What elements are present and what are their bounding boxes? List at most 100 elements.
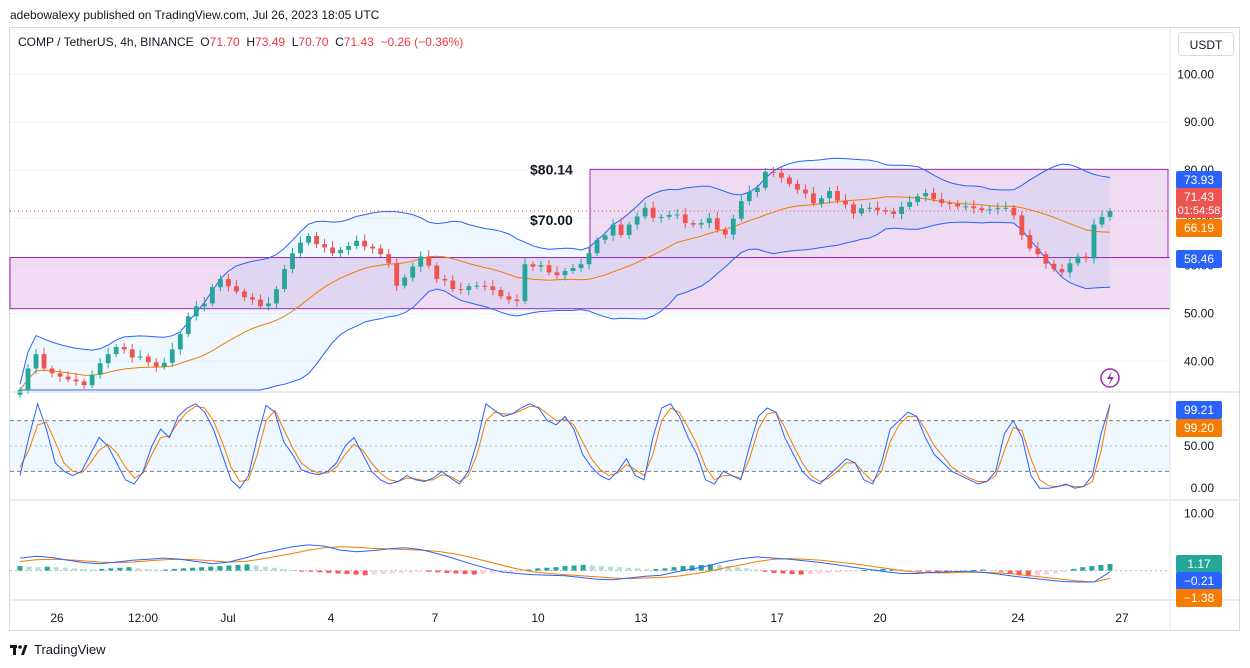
macd-histogram-bar	[989, 570, 995, 572]
macd-histogram-bar	[435, 570, 441, 573]
macd-signal-value-label-bg	[1176, 589, 1222, 607]
macd-histogram-bar	[417, 570, 423, 572]
candle-body	[378, 248, 384, 255]
candle-body	[995, 208, 1001, 210]
macd-histogram-bar	[853, 570, 859, 572]
last-price-label: 71.43	[1184, 190, 1214, 204]
candle-body	[891, 211, 897, 214]
stoch-k-line	[19, 402, 1111, 489]
macd-histogram-bar	[462, 570, 468, 575]
macd-axis-tick-label: 10.00	[1184, 507, 1214, 521]
time-axis-tick-label: 20	[873, 611, 887, 625]
macd-histogram-bar	[162, 569, 168, 571]
macd-histogram-bar	[489, 570, 495, 574]
macd-histogram-bar	[653, 568, 659, 571]
macd-histogram-bar	[571, 565, 577, 571]
currency-button[interactable]: USDT	[1178, 32, 1234, 56]
candle-body	[41, 354, 47, 369]
macd-histogram-bar	[262, 566, 268, 571]
macd-histogram-bar	[726, 566, 731, 571]
candle-body	[145, 356, 151, 363]
macd-histogram-bar	[271, 567, 277, 571]
candle-body	[947, 203, 953, 204]
candle-body	[778, 172, 784, 178]
macd-histogram-bar	[171, 568, 177, 571]
time-axis-tick-label: 27	[1115, 611, 1129, 625]
price-axis-tick-label: 100.00	[1177, 67, 1214, 81]
candle-body	[634, 216, 640, 225]
candle-body	[931, 192, 937, 200]
candle-body	[867, 207, 872, 209]
macd-histogram-bar	[235, 564, 241, 571]
candle-body	[322, 244, 327, 248]
candle-body	[730, 218, 736, 235]
candle-body	[274, 289, 279, 304]
candle-body	[770, 171, 776, 173]
candle-body	[474, 285, 480, 287]
symbol-name: COMP / TetherUS, 4h, BINANCE	[18, 35, 194, 49]
time-axis-tick-label: 26	[50, 611, 64, 625]
candle-body	[546, 265, 552, 273]
candle-body	[65, 376, 71, 380]
macd-histogram-bar	[308, 570, 314, 572]
candle-body	[803, 189, 808, 194]
candle-body	[209, 287, 215, 304]
candle-body	[578, 264, 584, 269]
candle-body	[306, 236, 311, 243]
time-axis-tick-label: 12:00	[128, 611, 158, 625]
candle-body	[153, 362, 159, 367]
candle-body	[225, 279, 231, 287]
candle-body	[1091, 224, 1097, 259]
macd-histogram-bar	[399, 570, 404, 573]
macd-histogram-bar	[1025, 570, 1031, 577]
macd-histogram-bar	[626, 567, 632, 571]
candle-body	[682, 214, 688, 224]
candle-body	[1067, 263, 1073, 273]
candle-body	[875, 207, 880, 211]
macd-value-label: −0.21	[1184, 574, 1215, 588]
macd-histogram-bar	[780, 570, 786, 574]
candle-body	[466, 286, 472, 291]
macd-histogram-bar	[17, 566, 23, 571]
macd-histogram-bar	[553, 567, 559, 571]
macd-histogram-bar	[816, 570, 822, 574]
macd-histogram-bar	[26, 566, 32, 571]
candle-body	[490, 286, 496, 291]
macd-histogram-bar	[72, 568, 77, 571]
annotation-upper-level: $80.14	[530, 161, 573, 177]
macd-histogram-bar	[526, 569, 532, 571]
candle-body	[955, 203, 961, 207]
footer-brand-label: TradingView	[34, 642, 106, 657]
stoch-d-value-label: 99.20	[1184, 421, 1214, 435]
candle-body	[883, 210, 888, 212]
candle-body	[626, 224, 632, 236]
chart-frame	[9, 27, 1240, 631]
macd-histogram-bar	[753, 569, 759, 571]
macd-histogram-bar	[35, 567, 41, 571]
candle-body	[338, 249, 343, 254]
macd-histogram-bar	[117, 567, 123, 571]
candle-body	[554, 272, 560, 276]
time-axis-tick-label: 4	[328, 611, 335, 625]
candle-body	[706, 218, 712, 224]
candle-body	[570, 268, 576, 271]
price-axis-tick-label: 50.00	[1184, 306, 1214, 320]
open-label: O	[200, 35, 210, 49]
candle-body	[121, 346, 127, 350]
macd-histogram-bar	[1016, 570, 1022, 576]
candle-body	[57, 373, 63, 377]
macd-histogram-bar	[1034, 570, 1040, 576]
stoch-d-value-label-bg	[1176, 419, 1222, 437]
candle-body	[1099, 216, 1105, 225]
macd-histogram-bar	[1043, 570, 1049, 575]
candle-body	[1027, 235, 1033, 249]
macd-histogram-bar	[707, 564, 713, 571]
symbol-legend: COMP / TetherUS, 4h, BINANCE O71.70 H73.…	[18, 35, 463, 49]
candle-body	[354, 240, 360, 247]
candle-body	[1083, 256, 1089, 259]
macd-histogram-bar	[408, 570, 414, 573]
candle-body	[1051, 263, 1057, 269]
candle-body	[618, 224, 624, 236]
lower-range-zone	[9, 257, 1171, 310]
